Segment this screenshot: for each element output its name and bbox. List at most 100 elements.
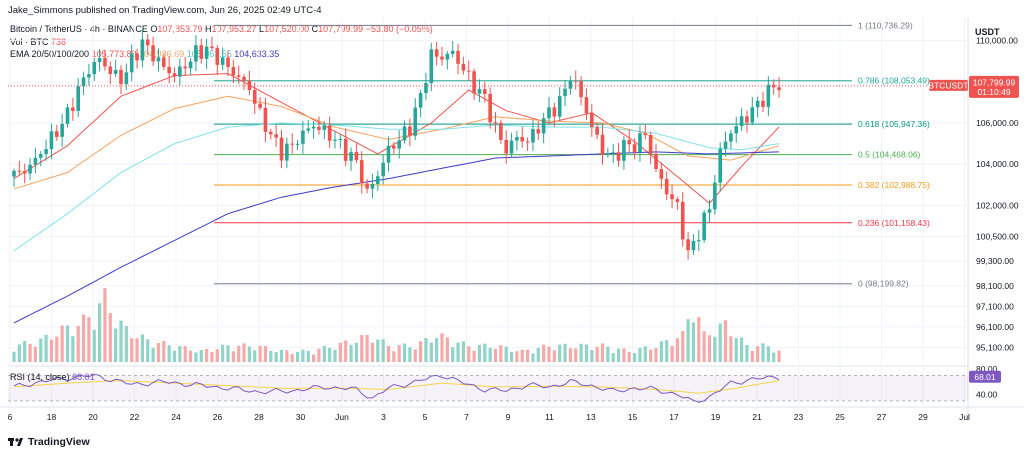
candle: [178, 58, 182, 86]
volume-bar: [135, 338, 139, 362]
candle: [140, 29, 145, 68]
candle-body: [156, 57, 161, 62]
candle-body: [381, 162, 385, 177]
candle-body: [188, 61, 193, 69]
candle-body: [557, 96, 562, 117]
candle-body: [445, 53, 450, 60]
candle: [258, 97, 262, 111]
candle: [247, 70, 252, 96]
candle: [81, 71, 86, 96]
volume-bar: [23, 340, 27, 362]
candle-body: [477, 89, 482, 94]
candle: [97, 48, 102, 72]
candle: [429, 42, 434, 92]
x-tick-label: 24: [171, 412, 181, 422]
candle: [49, 123, 54, 159]
volume-bar: [766, 346, 770, 362]
tradingview-logo[interactable]: TradingView: [8, 436, 90, 448]
x-tick-label: 18: [47, 412, 57, 422]
candle: [600, 124, 605, 165]
candle: [60, 113, 64, 148]
candle-body: [499, 122, 503, 140]
candle-body: [472, 71, 476, 94]
volume-bar: [429, 342, 433, 362]
x-tick-label: 3: [381, 412, 386, 422]
candle: [306, 120, 311, 134]
volume-bar: [28, 343, 32, 362]
rsi-band: [8, 375, 968, 401]
volume-bar: [130, 338, 134, 362]
candle-body: [723, 141, 728, 149]
candle: [242, 74, 246, 90]
x-tick-label: 25: [835, 412, 845, 422]
ema-line-ema200: [13, 151, 780, 324]
candle-body: [622, 139, 626, 161]
candle-body: [568, 80, 573, 89]
volume-bar: [750, 350, 754, 362]
candle-body: [509, 140, 514, 154]
candle: [397, 130, 401, 159]
fib-level-label: 0.5 (104,468.06): [858, 150, 921, 160]
candle-body: [151, 45, 155, 62]
volume-bar: [151, 347, 155, 362]
candle-body: [563, 88, 567, 97]
volume-bar: [451, 347, 455, 362]
volume-bar: [649, 349, 653, 362]
rsi-tick-label: 40.00: [976, 390, 998, 400]
symbol-name[interactable]: Bitcoin / TetherUS · 4h · BINANCE: [10, 24, 148, 34]
x-tick-label: 19: [711, 412, 721, 422]
candle-body: [520, 137, 525, 142]
candle: [194, 35, 198, 71]
x-tick-label: 6: [8, 412, 13, 422]
volume-bar: [509, 352, 514, 362]
candle-body: [97, 58, 102, 62]
candle-body: [606, 153, 610, 155]
candle: [290, 133, 294, 154]
candle-body: [675, 199, 680, 202]
volume-bar: [178, 346, 182, 362]
volume-bar: [49, 339, 54, 362]
x-tick-label: 13: [586, 412, 596, 422]
candle-body: [483, 89, 487, 94]
volume-bar: [606, 346, 610, 362]
candle-body: [664, 178, 669, 195]
candle-body: [295, 143, 300, 145]
volume-bar: [563, 343, 567, 362]
price-axis-currency[interactable]: USDT: [975, 27, 1000, 37]
volume-bar: [194, 352, 198, 362]
volume-bar: [365, 334, 369, 362]
open-label: O: [150, 24, 158, 34]
candle: [606, 147, 610, 158]
candle: [702, 209, 706, 243]
open-value: 107,853.79: [157, 24, 203, 34]
symbol-tag-bg: [929, 79, 968, 91]
rsi-legend[interactable]: RSI (14, close) 68.01: [10, 372, 95, 382]
volume-bar: [65, 325, 70, 362]
ema-legend[interactable]: EMA 20/50/100/200 105,773.83 104,936.69 …: [10, 49, 279, 59]
candle-body: [440, 56, 444, 60]
volume-legend[interactable]: Vol · BTC 738: [10, 37, 66, 47]
candle-body: [108, 66, 113, 74]
candle: [44, 139, 48, 161]
volume-bar: [349, 344, 353, 362]
candle: [269, 128, 273, 140]
candle-body: [392, 145, 396, 149]
candle-body: [17, 170, 22, 172]
volume-bar: [183, 346, 187, 362]
volume-bar: [295, 351, 300, 362]
volume-bar: [92, 329, 96, 362]
volume-bar: [44, 334, 48, 362]
candle-body: [183, 66, 187, 69]
candle-body: [493, 122, 498, 124]
rsi-tick-label: 80.00: [976, 364, 998, 374]
candle-body: [429, 49, 434, 84]
candle: [718, 142, 722, 192]
candle: [151, 36, 155, 66]
candle-body: [172, 73, 177, 77]
candle: [627, 129, 632, 153]
candle: [777, 77, 781, 98]
candle-body: [745, 116, 749, 123]
volume-value: 738: [51, 37, 67, 47]
candle-body: [402, 126, 407, 141]
